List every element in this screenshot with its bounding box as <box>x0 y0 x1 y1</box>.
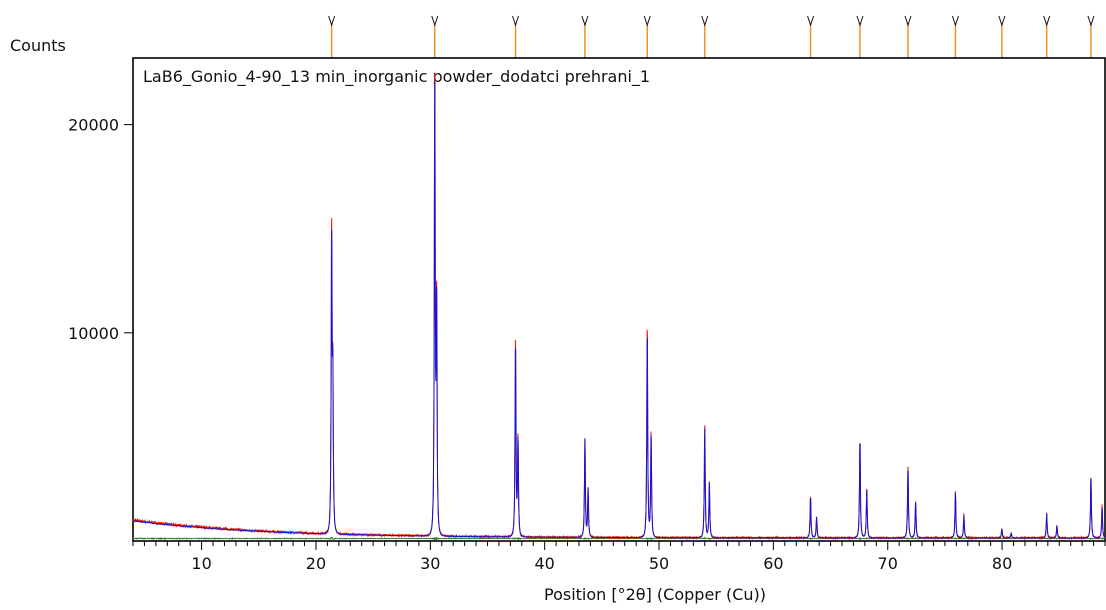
reference-marker-tip-1 <box>431 15 439 27</box>
reference-marker-tip-11 <box>1043 15 1051 27</box>
y-tick-label-10000: 10000 <box>68 324 119 343</box>
x-axis: 10 20 30 40 50 60 70 80 <box>132 541 1106 573</box>
reference-marker-tip-0 <box>328 15 336 27</box>
reference-marker-tip-9 <box>951 15 959 27</box>
series-layer <box>132 72 1106 541</box>
chart-title: LaB6_Gonio_4-90_13 min_inorganic powder_… <box>143 67 650 87</box>
x-tick-label-60: 60 <box>763 554 783 573</box>
reference-marker-tip-12 <box>1087 15 1095 27</box>
series-observed <box>132 72 1106 541</box>
reference-marker-tip-2 <box>512 15 519 27</box>
x-tick-label-80: 80 <box>992 554 1012 573</box>
plot-frame <box>132 57 1106 542</box>
reference-markers <box>328 15 1095 58</box>
reference-marker-tip-8 <box>904 15 912 27</box>
y-tick-label-20000: 20000 <box>68 116 119 135</box>
reference-marker-tip-3 <box>581 15 589 27</box>
x-tick-label-50: 50 <box>649 554 669 573</box>
reference-marker-tip-10 <box>998 15 1006 27</box>
reference-marker-tip-7 <box>856 15 864 27</box>
x-tick-label-40: 40 <box>534 554 554 573</box>
reference-marker-tip-4 <box>643 15 651 27</box>
reference-marker-tip-6 <box>807 15 815 27</box>
x-tick-label-70: 70 <box>878 554 898 573</box>
x-tick-label-10: 10 <box>191 554 211 573</box>
x-tick-label-30: 30 <box>420 554 440 573</box>
reference-marker-tip-5 <box>701 15 709 27</box>
series-calculated <box>133 81 1106 539</box>
y-axis: 10000 20000 <box>68 116 133 343</box>
y-axis-label: Counts <box>10 36 66 55</box>
x-axis-label: Position [°2θ] (Copper (Cu)) <box>544 585 766 604</box>
x-tick-label-20: 20 <box>306 554 326 573</box>
